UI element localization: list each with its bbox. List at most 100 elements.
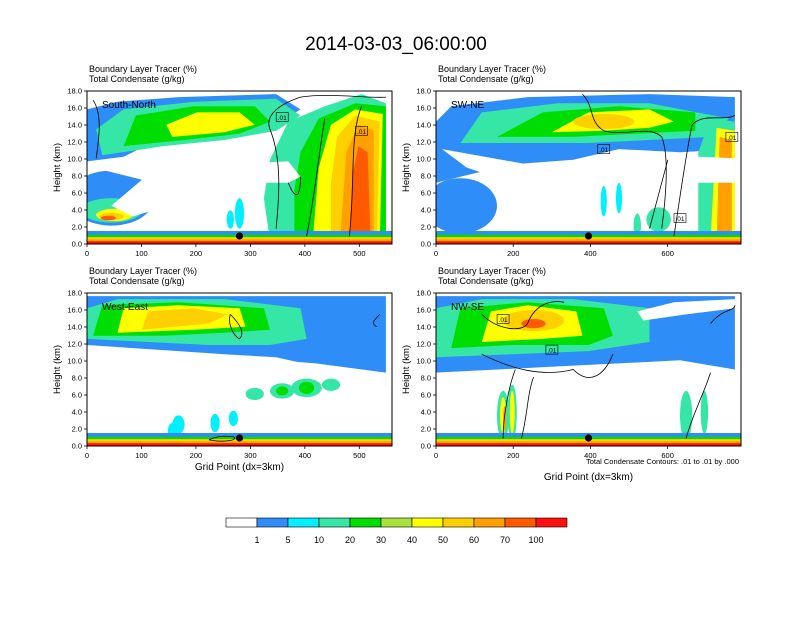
- contour-label: .01: [496, 314, 510, 324]
- y-tick-label: 16.0: [67, 306, 82, 315]
- y-tick-label: 4.0: [72, 408, 82, 417]
- y-tick-label: 10.0: [67, 155, 82, 164]
- colorbar-bin: [442, 517, 475, 528]
- field-region: [646, 207, 671, 232]
- y-tick-label: 16.0: [416, 306, 431, 315]
- y-axis-label: Height (km): [52, 345, 63, 394]
- field-region: [100, 215, 116, 221]
- colorbar-bin: [225, 517, 258, 528]
- colorbar-label: 5: [285, 535, 290, 545]
- section-label: South-North: [102, 100, 156, 111]
- colorbar-bin: [256, 517, 289, 528]
- condensate-contour: [268, 94, 386, 229]
- x-tick-label: 300: [244, 451, 257, 460]
- plot-frame: [86, 292, 393, 447]
- y-tick-label: 18.0: [416, 87, 431, 96]
- field-region: [509, 390, 515, 434]
- contour-label-text: .01: [547, 348, 556, 355]
- x-tick-label: 600: [661, 451, 674, 460]
- colorbar-bin: [411, 517, 444, 528]
- field-region: [521, 319, 546, 329]
- y-axis-label: Height (km): [52, 143, 63, 192]
- x-axis-label: Grid Point (dx=3km): [544, 472, 633, 483]
- colorbar-bin: [504, 517, 537, 528]
- colorbar: 1 5 10 20 30 40 50 60 70 100: [225, 517, 568, 545]
- condensate-contour: [481, 353, 614, 378]
- field-region: [637, 299, 735, 321]
- colorbar-label: 30: [376, 535, 386, 545]
- section-label: NW-SE: [451, 302, 484, 313]
- y-tick-label: 12.0: [67, 340, 82, 349]
- boundary-layer-band: [87, 241, 392, 244]
- contour-label: .01: [275, 112, 289, 122]
- field-region: [245, 387, 264, 401]
- y-tick-label: 2.0: [72, 223, 82, 232]
- y-tick-label: 10.0: [416, 155, 431, 164]
- condensate-contour: [710, 305, 736, 324]
- x-tick-label: 400: [299, 451, 312, 460]
- condensate-contour: [685, 372, 711, 439]
- x-tick-label: 200: [507, 451, 520, 460]
- contour-label-text: .01: [599, 147, 608, 154]
- field-region: [700, 390, 709, 434]
- x-tick-label: 200: [190, 451, 203, 460]
- field-region: [141, 308, 228, 330]
- contour-label-text: .01: [499, 317, 508, 324]
- boundary-layer-band: [436, 443, 741, 446]
- condensate-contour: [673, 115, 736, 237]
- y-tick-label: 6.0: [421, 391, 431, 400]
- field-region: [321, 378, 341, 391]
- field-region: [234, 198, 245, 229]
- colorbar-bin: [287, 517, 320, 528]
- tracer-field: .01 .01: [87, 91, 392, 244]
- panel-1: .01 .01 South-North Boundary Layer Tracer (…: [52, 64, 393, 258]
- condensate-contour: [348, 106, 362, 237]
- plot-frame: [435, 90, 742, 245]
- y-tick-label: 2.0: [72, 425, 82, 434]
- contour-label: .01: [545, 344, 559, 355]
- field-region: [298, 381, 315, 394]
- y-tick-label: 8.0: [421, 172, 431, 181]
- colorbar-label: 20: [345, 535, 355, 545]
- contour-label: .01: [673, 213, 687, 223]
- subtitle-condensate: Total Condensate (g/kg): [89, 74, 185, 84]
- y-tick-label: 6.0: [72, 391, 82, 400]
- field-region: [442, 149, 735, 186]
- x-tick-label: 0: [85, 249, 89, 258]
- contour-label-text: .01: [727, 135, 736, 142]
- y-tick-label: 16.0: [67, 104, 82, 113]
- location-marker: [235, 434, 244, 442]
- condensate-contour: [306, 118, 326, 237]
- x-tick-label: 0: [434, 249, 438, 258]
- condensate-contour: [521, 376, 534, 439]
- y-tick-label: 12.0: [416, 138, 431, 147]
- y-tick-label: 8.0: [72, 172, 82, 181]
- colorbar-label: 70: [500, 535, 510, 545]
- y-tick-label: 18.0: [67, 289, 82, 298]
- y-tick-label: 0.0: [421, 442, 431, 451]
- y-tick-label: 16.0: [416, 104, 431, 113]
- field-region: [573, 113, 635, 130]
- contour-label-text: .01: [357, 129, 366, 136]
- colorbar-bin: [318, 517, 351, 528]
- section-label: West-East: [102, 302, 148, 313]
- colorbar-label: 10: [314, 535, 324, 545]
- y-tick-label: 6.0: [421, 189, 431, 198]
- y-tick-label: 18.0: [67, 87, 82, 96]
- field-region: [680, 390, 693, 440]
- x-tick-label: 200: [507, 249, 520, 258]
- subtitle-condensate: Total Condensate (g/kg): [89, 276, 185, 286]
- contour-footnote: Total Condensate Contours: .01 to .01 by…: [586, 457, 739, 466]
- y-tick-label: 0.0: [72, 240, 82, 249]
- x-tick-label: 400: [299, 249, 312, 258]
- x-tick-label: 200: [190, 249, 203, 258]
- y-tick-label: 14.0: [416, 121, 431, 130]
- condensate-contour: [502, 369, 516, 439]
- y-tick-label: 10.0: [67, 357, 82, 366]
- location-marker: [235, 232, 244, 240]
- field-region: [226, 210, 235, 229]
- colorbar-label: 1: [254, 535, 259, 545]
- field-region: [93, 161, 301, 217]
- plot-frame: [86, 90, 393, 245]
